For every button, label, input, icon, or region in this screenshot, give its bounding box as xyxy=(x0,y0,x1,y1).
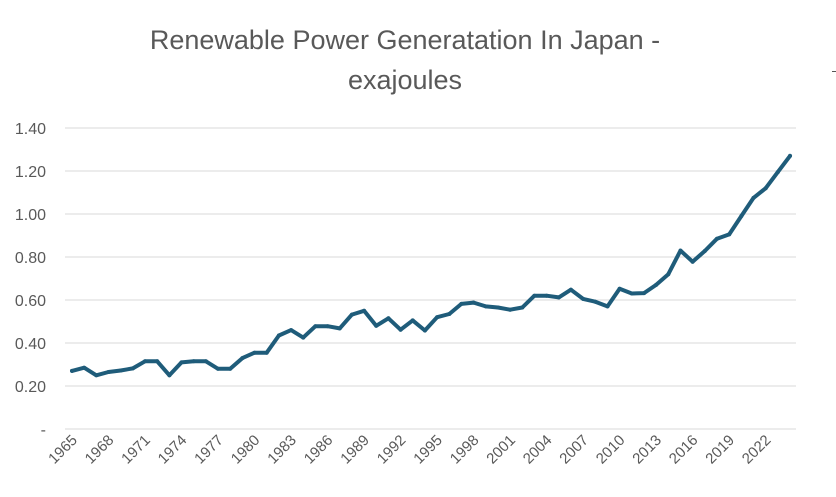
x-tick-label: 1977 xyxy=(191,432,227,468)
x-tick-label: 1986 xyxy=(301,432,337,468)
x-tick-label: 2010 xyxy=(593,432,629,468)
data-point xyxy=(276,333,281,338)
data-point xyxy=(666,272,671,277)
chart-title: Renewable Power Generatation In Japan - … xyxy=(0,20,810,100)
data-point xyxy=(471,300,476,305)
series-layer xyxy=(70,153,792,378)
data-point xyxy=(690,259,695,264)
x-tick-label: 1989 xyxy=(337,432,373,468)
data-point xyxy=(374,323,379,328)
series-line xyxy=(70,153,792,378)
data-point xyxy=(775,170,780,175)
x-axis-tick-labels: 1965 1968 1971 1974 1977 1980 1983 1986 1989 1992… xyxy=(45,432,774,468)
data-point xyxy=(715,236,719,241)
data-point xyxy=(788,153,792,158)
x-tick-label: 2001 xyxy=(483,432,519,468)
data-point xyxy=(751,195,756,200)
data-point xyxy=(118,368,123,373)
data-point xyxy=(508,307,513,312)
y-tick-label: 0.80 xyxy=(15,250,46,267)
x-tick-label: 1965 xyxy=(45,432,81,468)
data-point xyxy=(581,296,586,301)
data-point xyxy=(325,324,330,329)
data-point xyxy=(143,359,147,364)
x-tick-label: 1968 xyxy=(82,432,118,468)
data-point xyxy=(167,373,172,378)
x-tick-label: 1995 xyxy=(410,432,446,468)
data-point xyxy=(568,287,573,292)
data-point xyxy=(203,359,208,364)
x-tick-label: 1992 xyxy=(374,432,410,468)
y-tick-label: 0.60 xyxy=(15,293,46,310)
data-point xyxy=(106,370,111,374)
data-point xyxy=(301,335,306,340)
data-point xyxy=(228,366,233,371)
y-tick-label: 0.40 xyxy=(15,336,46,353)
data-point xyxy=(398,327,403,332)
data-point xyxy=(313,324,318,329)
y-tick-label: 0.20 xyxy=(15,379,46,396)
x-tick-label: 1983 xyxy=(264,432,300,468)
data-point xyxy=(349,312,354,317)
x-tick-label: 2007 xyxy=(556,432,592,468)
y-axis-tick-labels: - 0.20 0.40 0.60 0.80 1.00 1.20 1.40 xyxy=(15,121,46,439)
data-point xyxy=(362,308,367,313)
data-point xyxy=(556,295,561,300)
data-point xyxy=(264,350,269,355)
data-point xyxy=(763,186,768,191)
y-tick-label: 1.20 xyxy=(15,164,46,181)
data-point xyxy=(435,315,440,320)
data-point xyxy=(702,249,707,253)
data-point xyxy=(495,305,500,310)
data-point xyxy=(130,366,135,371)
data-point xyxy=(727,232,732,237)
data-point xyxy=(422,328,427,333)
x-tick-label: 2016 xyxy=(666,432,702,468)
data-point xyxy=(410,318,415,323)
chart-title-line-1: Renewable Power Generatation In Japan - xyxy=(149,25,661,55)
data-point xyxy=(544,293,549,298)
data-point xyxy=(520,305,525,310)
data-point xyxy=(483,304,488,309)
data-point xyxy=(70,368,74,373)
y-tick-label: 1.00 xyxy=(15,207,46,224)
data-point xyxy=(447,312,452,316)
data-point xyxy=(216,366,220,371)
data-point xyxy=(739,214,744,219)
data-point xyxy=(629,291,634,296)
data-point xyxy=(593,299,598,304)
frame-edge-mark xyxy=(832,71,836,72)
data-point xyxy=(155,359,160,364)
x-tick-label: 1971 xyxy=(118,432,154,468)
data-point xyxy=(386,316,391,321)
data-point xyxy=(179,360,184,365)
data-point xyxy=(617,286,622,291)
y-tick-label: 1.40 xyxy=(15,121,46,138)
x-tick-label: 2019 xyxy=(702,432,738,468)
x-tick-label: 2013 xyxy=(629,432,665,468)
data-point xyxy=(459,301,464,306)
data-point xyxy=(289,328,294,333)
data-point xyxy=(678,248,683,253)
x-tick-label: 1974 xyxy=(155,432,191,468)
x-tick-label: 2022 xyxy=(739,432,775,468)
data-point xyxy=(240,356,245,361)
x-tick-label: 1980 xyxy=(228,432,264,468)
data-point xyxy=(252,350,257,355)
data-point xyxy=(532,293,537,298)
gridlines xyxy=(65,127,796,430)
x-tick-label: 1998 xyxy=(447,432,483,468)
x-tick-label: 2004 xyxy=(520,432,556,468)
data-point xyxy=(654,282,659,287)
data-point xyxy=(337,326,342,331)
y-tick-label: - xyxy=(41,422,46,439)
data-point xyxy=(82,365,87,370)
chart-title-line-2: exajoules xyxy=(347,65,463,95)
data-point xyxy=(605,304,610,309)
data-point xyxy=(191,359,196,364)
data-point xyxy=(94,373,99,378)
data-point xyxy=(642,291,646,296)
